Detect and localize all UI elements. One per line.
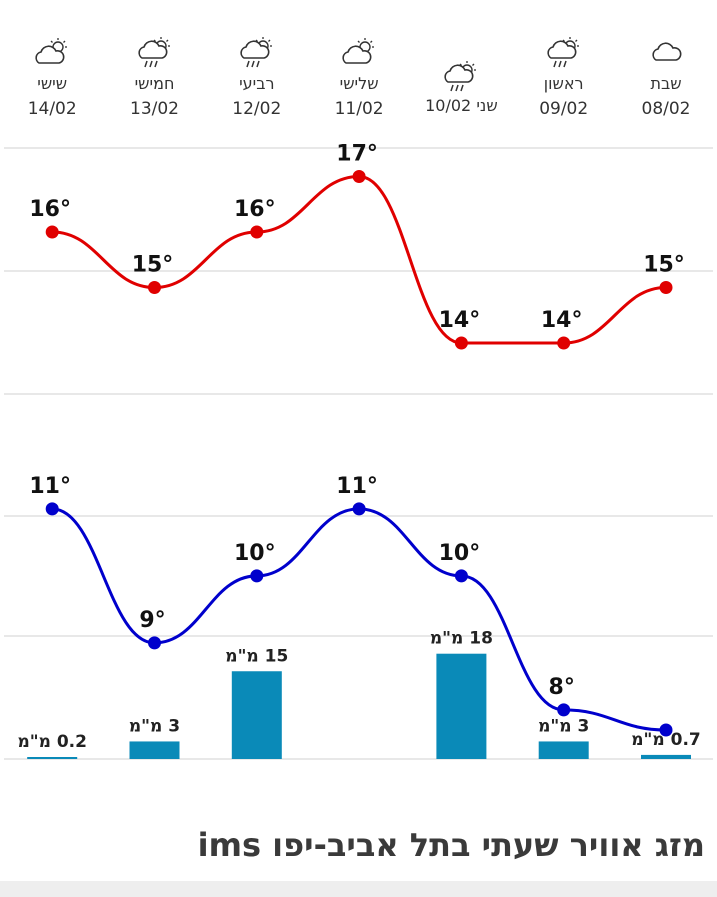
rain-label: 3 מ"מ xyxy=(129,716,180,736)
partly-cloudy-rain-icon xyxy=(544,36,584,70)
day-header-1: ראשון 09/02 xyxy=(513,36,615,120)
min-temp-point xyxy=(45,502,59,516)
bottom-strip xyxy=(0,881,717,897)
partly-cloudy-rain-icon xyxy=(135,36,175,70)
day-header-6: שישי 14/02 xyxy=(1,36,103,120)
min-temp-point xyxy=(250,569,264,583)
min-temp-label: 8° xyxy=(549,675,575,700)
max-temp-point xyxy=(454,336,468,350)
day-name: ראשון xyxy=(543,74,584,93)
max-temp-label: 17° xyxy=(336,142,378,167)
day-name: שישי xyxy=(37,74,68,93)
day-header-2: 10/02 שני xyxy=(410,60,512,115)
day-header-4: רביעי 12/02 xyxy=(206,36,308,120)
day-date: 09/02 xyxy=(539,99,589,119)
day-date: 11/02 xyxy=(334,99,384,119)
min-temp-point xyxy=(148,636,161,650)
partly-cloudy-rain-icon xyxy=(237,36,277,70)
partly-cloudy-rain-icon xyxy=(441,60,481,94)
max-temp-point xyxy=(557,336,571,350)
rain-bar xyxy=(129,741,180,759)
day-name: רביעי xyxy=(239,74,275,93)
max-temp-point xyxy=(250,225,264,239)
rain-label: 18 מ"מ xyxy=(430,629,493,649)
partly-cloudy-icon xyxy=(339,36,379,70)
rain-bar xyxy=(436,653,487,759)
min-temp-label: 9° xyxy=(139,608,165,633)
max-temp-point xyxy=(352,170,366,183)
min-temp-label: 10° xyxy=(439,541,481,566)
min-temp-point xyxy=(454,569,468,583)
max-temp-label: 16° xyxy=(234,197,276,222)
rain-label: 3 מ"מ xyxy=(538,716,589,736)
max-temp-point xyxy=(45,225,59,239)
max-temp-label: 15° xyxy=(132,253,174,278)
rain-bar xyxy=(231,671,282,759)
day-date: 08/02 xyxy=(641,99,691,119)
cloudy-icon xyxy=(646,36,686,70)
min-temp-point xyxy=(352,502,366,516)
partly-cloudy-icon xyxy=(32,36,72,70)
day-date: 13/02 xyxy=(130,99,179,119)
max-temp-point xyxy=(659,281,673,294)
max-temp-label: 14° xyxy=(439,308,481,333)
day-header-5: חמישי 13/02 xyxy=(104,36,206,120)
day-header-3: שלישי 11/02 xyxy=(308,36,410,120)
min-temp-label: 10° xyxy=(234,541,276,566)
day-name: חמישי xyxy=(134,74,175,93)
rain-label: 0.7 מ"מ xyxy=(631,730,701,750)
day-name: שלישי xyxy=(339,74,379,93)
rain-bar xyxy=(27,757,78,759)
day-header-0: שבת 08/02 xyxy=(615,36,717,120)
day-date: 12/02 xyxy=(232,99,282,119)
max-temp-label: 14° xyxy=(541,308,583,333)
page-title: מזג אוויר שעתי בתל אביב-יפו ims xyxy=(197,826,705,864)
max-temp-label: 16° xyxy=(29,197,71,222)
min-temp-point xyxy=(557,703,571,717)
day-date: 10/02 xyxy=(425,96,472,115)
min-temp-label: 11° xyxy=(29,474,71,499)
day-name: שני xyxy=(476,96,498,115)
rain-bar xyxy=(538,741,589,759)
rain-label: 0.2 מ"מ xyxy=(17,732,87,752)
day-name: שבת xyxy=(650,74,682,93)
day-date: 14/02 xyxy=(27,99,77,119)
max-temp-label: 15° xyxy=(643,253,685,278)
max-temp-point xyxy=(148,281,161,294)
rain-label: 15 מ"מ xyxy=(225,646,288,666)
rain-bar xyxy=(641,754,691,759)
min-temp-label: 11° xyxy=(336,474,378,499)
min-temp-point xyxy=(659,723,673,737)
